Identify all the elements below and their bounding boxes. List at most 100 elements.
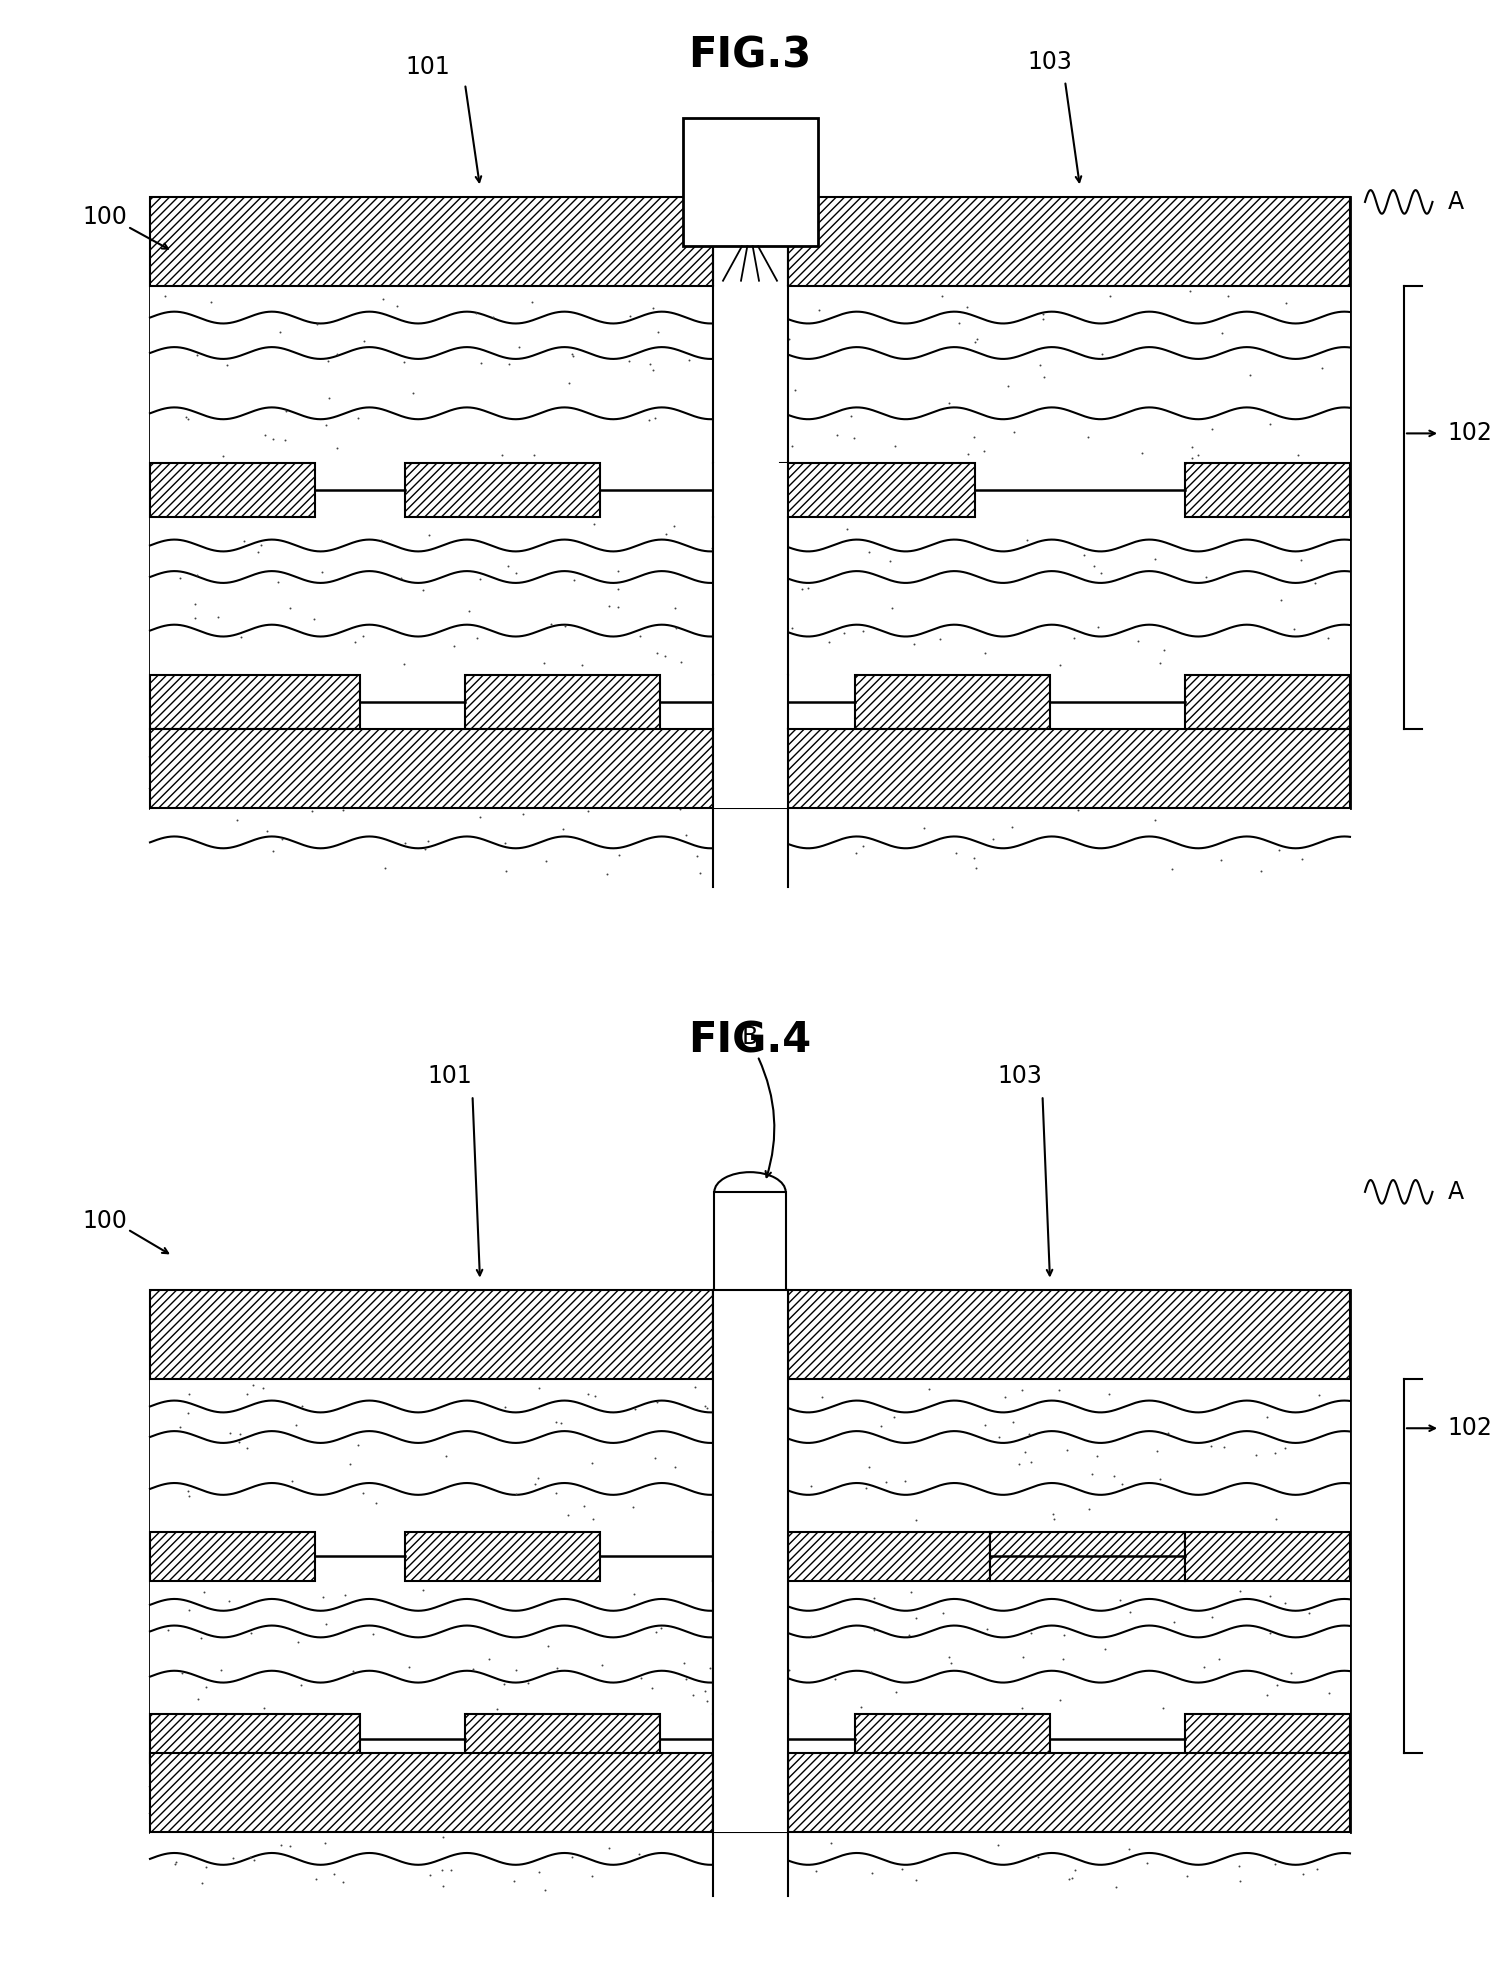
- Bar: [712, 674, 788, 729]
- Point: [1310, 353, 1334, 384]
- Point: [597, 591, 621, 623]
- Point: [460, 1653, 484, 1684]
- Point: [987, 1422, 1011, 1454]
- Bar: [712, 1580, 788, 1714]
- Point: [1269, 585, 1293, 617]
- Point: [710, 835, 734, 867]
- Point: [844, 837, 868, 869]
- Bar: [465, 1714, 660, 1763]
- Point: [1160, 853, 1184, 885]
- Point: [1208, 1643, 1231, 1674]
- Point: [470, 347, 494, 378]
- Point: [226, 1426, 251, 1458]
- Point: [618, 301, 642, 333]
- Point: [628, 770, 652, 802]
- Point: [645, 315, 669, 347]
- Point: [1041, 1497, 1065, 1529]
- Point: [714, 1422, 738, 1454]
- Point: [1176, 1860, 1200, 1891]
- Point: [238, 1842, 262, 1873]
- Point: [1317, 1678, 1341, 1710]
- Point: [270, 823, 294, 855]
- Point: [644, 1615, 668, 1647]
- Text: 103: 103: [1028, 49, 1072, 73]
- Point: [393, 648, 417, 680]
- Point: [1264, 1671, 1288, 1702]
- Point: [884, 1676, 908, 1708]
- Point: [228, 1418, 252, 1450]
- Point: [153, 280, 177, 311]
- Point: [675, 1663, 699, 1694]
- Point: [1011, 1373, 1035, 1405]
- Point: [417, 825, 441, 857]
- Point: [693, 1391, 717, 1422]
- Point: [616, 345, 640, 376]
- Point: [591, 1649, 615, 1680]
- Point: [960, 762, 984, 794]
- Point: [1089, 558, 1113, 589]
- Point: [1294, 735, 1318, 766]
- Point: [168, 1412, 192, 1444]
- Point: [806, 770, 830, 802]
- Point: [948, 1789, 972, 1820]
- Point: [398, 1651, 422, 1682]
- Point: [183, 587, 207, 619]
- Point: [839, 725, 862, 756]
- Point: [1202, 758, 1225, 790]
- Point: [188, 731, 211, 762]
- Point: [800, 1619, 824, 1651]
- Point: [540, 609, 564, 640]
- Point: [1144, 1434, 1168, 1466]
- Point: [507, 331, 531, 362]
- Point: [1098, 280, 1122, 311]
- Point: [489, 439, 513, 471]
- Point: [754, 733, 778, 764]
- Point: [504, 1655, 528, 1686]
- Point: [843, 422, 867, 453]
- Point: [663, 593, 687, 624]
- Point: [478, 743, 502, 774]
- Text: A: A: [1448, 1180, 1464, 1204]
- Point: [681, 1680, 705, 1712]
- Point: [996, 370, 1020, 402]
- Point: [1066, 794, 1090, 825]
- Point: [963, 422, 987, 453]
- Point: [322, 1858, 346, 1889]
- Bar: [788, 197, 1350, 286]
- Point: [1281, 613, 1305, 644]
- Point: [638, 349, 662, 380]
- Bar: [712, 463, 788, 516]
- Text: 101: 101: [427, 1064, 472, 1087]
- Point: [477, 1643, 501, 1674]
- Point: [1000, 1407, 1024, 1438]
- Point: [1047, 1375, 1071, 1407]
- Point: [1263, 1848, 1287, 1879]
- Point: [897, 1619, 921, 1651]
- Point: [694, 1393, 718, 1424]
- Point: [177, 1377, 201, 1409]
- Point: [1149, 1464, 1173, 1495]
- Point: [645, 1387, 669, 1418]
- Point: [582, 508, 606, 540]
- Point: [918, 758, 942, 790]
- Point: [1238, 361, 1262, 392]
- Text: A: A: [1448, 189, 1464, 215]
- Point: [494, 827, 517, 859]
- Point: [1227, 1850, 1251, 1881]
- Point: [789, 573, 813, 605]
- Point: [1245, 1438, 1269, 1470]
- Point: [954, 292, 978, 323]
- Text: 101: 101: [405, 55, 450, 79]
- Point: [777, 1655, 801, 1686]
- Point: [396, 741, 420, 772]
- Point: [663, 510, 687, 542]
- Point: [300, 794, 324, 825]
- Point: [580, 1860, 604, 1891]
- Point: [492, 1391, 516, 1422]
- Point: [186, 1682, 210, 1714]
- Point: [1304, 567, 1328, 599]
- Bar: [712, 1753, 788, 1832]
- Point: [430, 1870, 454, 1901]
- Point: [442, 1808, 466, 1840]
- Point: [346, 402, 370, 433]
